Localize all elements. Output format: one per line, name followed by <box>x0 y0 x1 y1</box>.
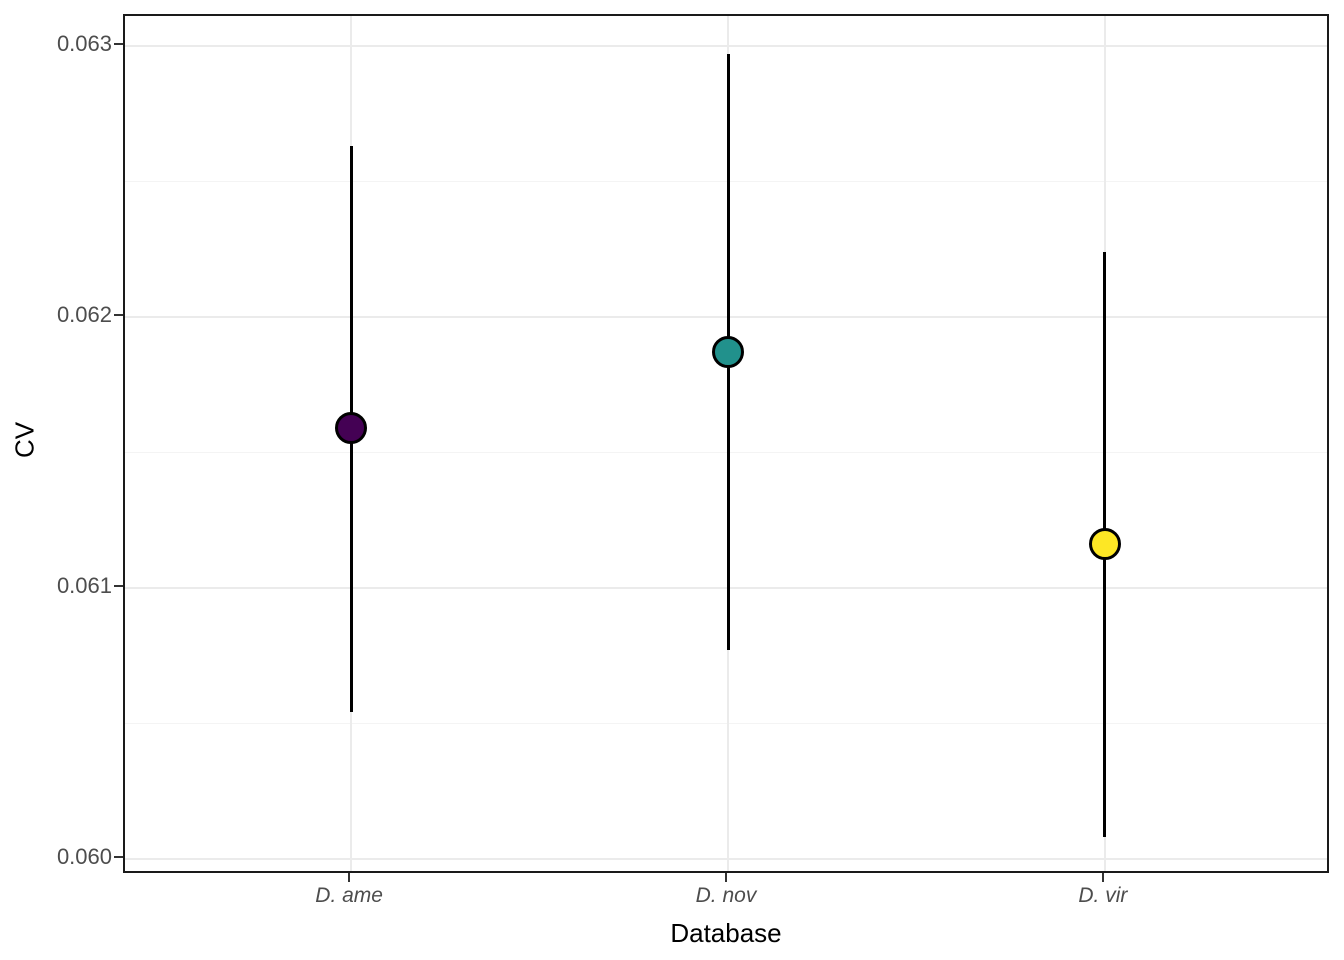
y-axis-title: CV <box>9 421 40 458</box>
y-tick-mark <box>114 42 123 45</box>
y-tick-mark <box>114 313 123 316</box>
x-tick-label: D. vir <box>1078 884 1128 907</box>
y-tick-label: 0.061 <box>56 572 112 598</box>
data-point <box>335 411 368 444</box>
data-point <box>712 336 744 368</box>
minor-gridline-h <box>125 451 1327 453</box>
minor-gridline-h <box>125 722 1327 724</box>
x-tick-mark <box>348 873 351 882</box>
major-gridline-h <box>125 857 1327 860</box>
x-tick-mark <box>1101 873 1104 882</box>
y-tick-label: 0.060 <box>56 843 112 869</box>
minor-gridline-h <box>125 180 1327 182</box>
y-tick-label: 0.062 <box>56 301 112 327</box>
major-gridline-h <box>125 44 1327 47</box>
y-tick-label: 0.063 <box>56 30 112 56</box>
y-tick-mark <box>114 584 123 587</box>
x-tick-label: D. nov <box>695 884 757 907</box>
plot-panel <box>123 14 1329 873</box>
x-tick-mark <box>725 873 727 882</box>
major-gridline-h <box>125 586 1327 589</box>
data-point <box>1088 528 1121 561</box>
x-axis-title: Database <box>670 918 782 948</box>
x-tick-label: D. ame <box>315 884 383 907</box>
major-gridline-h <box>125 315 1327 318</box>
y-tick-mark <box>114 855 123 858</box>
